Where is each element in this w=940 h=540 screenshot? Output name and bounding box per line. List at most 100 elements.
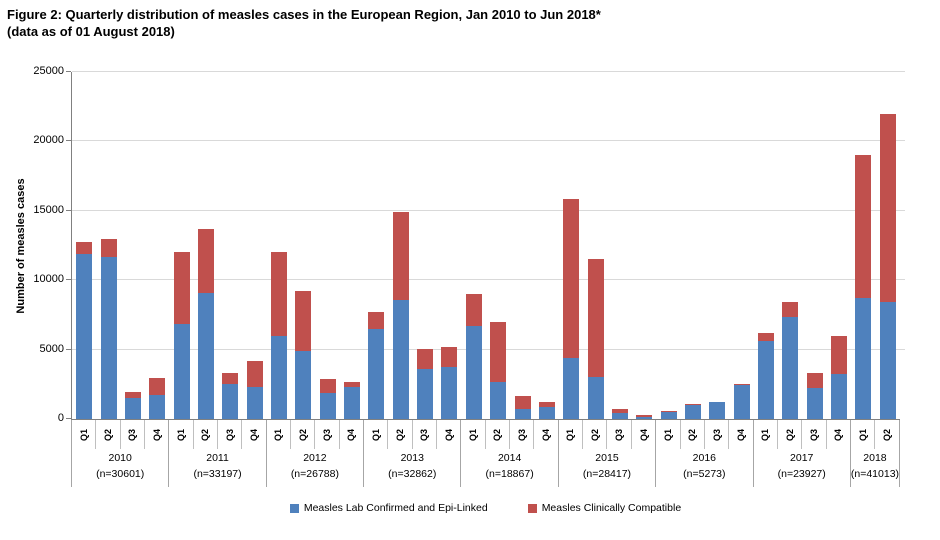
legend-swatch-red-icon (527, 503, 537, 513)
bar-slot-2012-Q1 (267, 72, 291, 419)
bar-segment-lab-confirmed (100, 256, 117, 419)
bar-2013-Q3 (417, 348, 434, 419)
quarter-label-row: Q1 Q2 Q3 Q4 (267, 420, 363, 449)
quarter-label: Q4 (443, 428, 454, 441)
bar-2011-Q4 (246, 361, 263, 419)
legend: Measles Lab Confirmed and Epi-Linked Mea… (71, 502, 900, 514)
year-label: 2015 (595, 452, 619, 464)
bar-segment-lab-confirmed (173, 323, 190, 419)
bar-segment-clinically-compatible (782, 302, 799, 317)
quarter-cell: Q4 (145, 420, 168, 449)
quarter-cell: Q4 (437, 420, 460, 449)
bar-segment-clinically-compatible (465, 294, 482, 326)
quarter-label: Q2 (103, 428, 114, 441)
bar-slot-2010-Q1 (72, 72, 96, 419)
bar-slot-2012-Q2 (291, 72, 315, 419)
year-group-2011 (169, 72, 266, 419)
bar-slot-2017-Q2 (778, 72, 802, 419)
bar-segment-lab-confirmed (611, 413, 628, 419)
quarter-cell: Q3 (121, 420, 146, 449)
quarter-label: Q4 (638, 428, 649, 441)
quarter-label: Q3 (614, 428, 625, 441)
bar-segment-clinically-compatible (173, 251, 190, 324)
bar-2013-Q4 (441, 346, 458, 419)
quarter-label-row: Q1 Q2 Q3 Q4 (364, 420, 460, 449)
bar-slot-2016-Q1 (656, 72, 680, 419)
quarter-cell: Q1 (851, 420, 876, 449)
quarter-cell: Q3 (315, 420, 340, 449)
quarter-label-row: Q1 Q2 Q3 Q4 (559, 420, 655, 449)
gridline (72, 348, 905, 350)
legend-item-lab-confirmed: Measles Lab Confirmed and Epi-Linked (289, 502, 488, 514)
bar-2018-Q1 (855, 155, 872, 419)
bar-segment-clinically-compatible (149, 378, 166, 395)
y-axis-tick-label: 0 (57, 412, 64, 424)
bar-slot-2012-Q4 (340, 72, 364, 419)
year-label: 2017 (790, 452, 814, 464)
bar-2010-Q3 (124, 391, 141, 419)
quarter-label: Q1 (176, 428, 187, 441)
bar-segment-lab-confirmed (563, 357, 580, 419)
year-label: 2012 (303, 452, 327, 464)
bar-slot-2015-Q4 (632, 72, 656, 419)
year-group-2016 (656, 72, 753, 419)
y-axis-tick-label: 25000 (33, 65, 64, 77)
legend-label-clinically-compatible: Measles Clinically Compatible (541, 502, 682, 514)
bar-slot-2010-Q3 (121, 72, 145, 419)
bar-2010-Q4 (149, 378, 166, 419)
bar-segment-lab-confirmed (684, 405, 701, 419)
bar-slot-2018-Q1 (851, 72, 875, 419)
bar-slot-2011-Q1 (169, 72, 193, 419)
bar-slot-2011-Q4 (242, 72, 266, 419)
quarter-label: Q2 (395, 428, 406, 441)
year-n-label: (n=5273) (683, 468, 726, 480)
bar-segment-lab-confirmed (246, 386, 263, 419)
year-n-label: (n=30601) (96, 468, 145, 480)
bar-segment-clinically-compatible (197, 228, 214, 294)
year-group-2015 (559, 72, 656, 419)
bar-segment-lab-confirmed (733, 385, 750, 419)
quarter-label: Q1 (760, 428, 771, 441)
bar-segment-clinically-compatible (368, 312, 385, 329)
year-n-label: (n=23927) (777, 468, 826, 480)
bar-2014-Q2 (490, 321, 507, 419)
bar-segment-lab-confirmed (319, 393, 336, 419)
quarter-cell: Q1 (754, 420, 778, 449)
y-axis-tick (66, 71, 71, 72)
bar-2015-Q3 (611, 408, 628, 419)
quarter-cell: Q3 (607, 420, 632, 449)
bar-segment-lab-confirmed (855, 298, 872, 419)
bar-slot-2017-Q4 (827, 72, 851, 419)
quarter-label: Q4 (735, 428, 746, 441)
y-axis-tick-label: 20000 (33, 134, 64, 147)
bar-slot-2013-Q3 (413, 72, 437, 419)
bar-segment-lab-confirmed (197, 293, 214, 419)
bar-segment-clinically-compatible (684, 404, 701, 406)
bar-2016-Q3 (709, 401, 726, 419)
bar-segment-clinically-compatible (636, 414, 653, 417)
bar-slot-2015-Q1 (559, 72, 583, 419)
bar-2016-Q1 (660, 411, 677, 419)
quarter-cell: Q4 (242, 420, 265, 449)
x-axis-group-2010: Q1 Q2 Q3 Q4 2010 (n=30601) (71, 420, 170, 487)
x-axis-group-2017: Q1 Q2 Q3 Q4 2017 (n=23927) (754, 420, 851, 487)
quarter-label: Q1 (78, 428, 89, 441)
bar-2011-Q2 (197, 228, 214, 419)
bar-segment-lab-confirmed (222, 383, 239, 419)
bar-2015-Q1 (563, 199, 580, 419)
bar-slot-2014-Q4 (535, 72, 559, 419)
bar-2010-Q2 (100, 239, 117, 419)
quarter-cell: Q3 (510, 420, 535, 449)
bar-2017-Q1 (758, 333, 775, 419)
quarter-cell: Q1 (169, 420, 194, 449)
bar-segment-clinically-compatible (246, 361, 263, 387)
bar-2016-Q4 (733, 384, 750, 419)
year-group-2018 (851, 72, 900, 419)
bar-segment-lab-confirmed (636, 416, 653, 419)
bar-segment-clinically-compatible (758, 333, 775, 341)
bar-2014-Q3 (514, 396, 531, 419)
quarter-cell: Q1 (559, 420, 584, 449)
bar-2012-Q2 (295, 290, 312, 419)
quarter-cell: Q2 (681, 420, 705, 449)
bars-layer (72, 72, 900, 419)
